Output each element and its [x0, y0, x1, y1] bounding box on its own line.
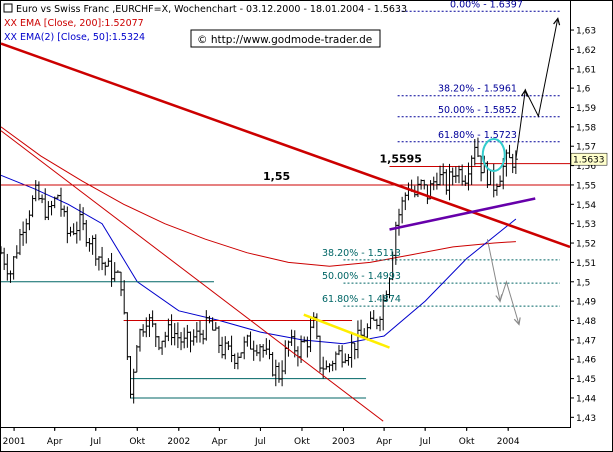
projection-down-path: [486, 239, 520, 325]
y-tick-label: 1,5: [576, 278, 590, 288]
annotation-layer: 1,55 1,5595 0.00% - 1.6397 38.20% - 1.5961 5…: [0, 0, 571, 422]
x-tick-label: Jul: [419, 437, 431, 447]
y-tick-label: 1,47: [576, 336, 596, 346]
projection-up-arrowhead: [520, 88, 529, 97]
y-tick-label: 1,53: [576, 220, 596, 230]
y-tick-label: 1,56: [576, 162, 596, 172]
ema50-line: [0, 174, 517, 345]
fib-lower-label: 61.80% - 1.4874: [322, 294, 401, 305]
fib-upper-label: 0.00% - 1.6397: [450, 0, 523, 10]
y-tick-label: 1,58: [576, 123, 596, 133]
x-tick-label: Apr: [47, 437, 63, 447]
y-tick-label: 1,44: [576, 394, 596, 404]
x-tick-label: Apr: [376, 437, 392, 447]
y-tick-label: 1,48: [576, 317, 596, 327]
x-tick-label: 2002: [167, 437, 190, 447]
chart-title: Euro vs Swiss Franc ,EURCHF=X, Wochencha…: [16, 4, 407, 15]
projection-down-arrowhead: [495, 294, 503, 303]
projection-up-path: [515, 18, 559, 160]
y-tick-label: 1,45: [576, 375, 596, 385]
last-price-label: 1.5633: [573, 156, 605, 166]
header-icon: [3, 3, 13, 13]
plot-area: [0, 0, 571, 428]
x-tick-label: 2003: [332, 437, 355, 447]
x-tick-label: 2004: [497, 437, 520, 447]
fib-upper-label: 61.80% - 1.5723: [438, 130, 517, 141]
ema50-layer: [0, 174, 517, 345]
y-tick-label: 1,62: [576, 46, 596, 56]
resistance-trendline: [0, 42, 571, 249]
x-tick-label: Okt: [459, 437, 475, 447]
fib-upper-label: 38.20% - 1.5961: [438, 84, 517, 95]
axis-layer: 1,63 1,62 1,61 1,6 1,59 1,58 1,57 1,56 1,55 1,54 1…: [3, 27, 608, 447]
projection-down-arrowhead: [513, 317, 521, 326]
y-tick-label: 1,52: [576, 240, 596, 250]
ema50-legend: XX EMA(2) [Close, 50]:1.5324: [4, 32, 145, 43]
x-tick-label: Apr: [212, 437, 228, 447]
x-tick-label: Jul: [89, 437, 101, 447]
highlight-circle: [481, 137, 506, 172]
projection-up-arrowhead: [553, 17, 561, 26]
x-tick-label: Jul: [254, 437, 266, 447]
fib-lower-label: 38.20% - 1.5113: [322, 248, 401, 259]
falling-trendline: [0, 130, 384, 422]
x-tick-label: Okt: [294, 437, 310, 447]
y-tick-label: 1,55: [576, 181, 596, 191]
copyright-text: © http://www.godmode-trader.de: [197, 34, 372, 46]
fib-upper-label: 50.00% - 1.5852: [438, 105, 517, 116]
ema200-legend: XX EMA [Close, 200]:1.52077: [4, 18, 144, 29]
yellow-trendline: [303, 313, 390, 349]
last-price-box: [570, 152, 608, 166]
wedge-trendline: [389, 197, 536, 231]
x-tick-label: Okt: [129, 437, 145, 447]
y-tick-label: 1,59: [576, 104, 596, 114]
y-tick-label: 1,61: [576, 65, 596, 75]
level-15595-label: 1,5595: [380, 153, 422, 166]
y-tick-label: 1,6: [576, 85, 591, 95]
x-tick-label: 2001: [3, 437, 26, 447]
level-155-label: 1,55: [263, 170, 290, 183]
y-tick-label: 1,57: [576, 143, 596, 153]
y-tick-label: 1,46: [576, 356, 596, 366]
level-layer: [1, 10, 570, 399]
y-tick-label: 1,63: [576, 27, 596, 37]
fib-lower-label: 50.00% - 1.4993: [322, 271, 401, 282]
y-tick-label: 1,51: [576, 259, 596, 269]
copyright-box: [190, 29, 381, 48]
y-tick-label: 1,49: [576, 298, 596, 308]
y-tick-label: 1,43: [576, 414, 596, 424]
y-tick-label: 1,54: [576, 201, 596, 211]
